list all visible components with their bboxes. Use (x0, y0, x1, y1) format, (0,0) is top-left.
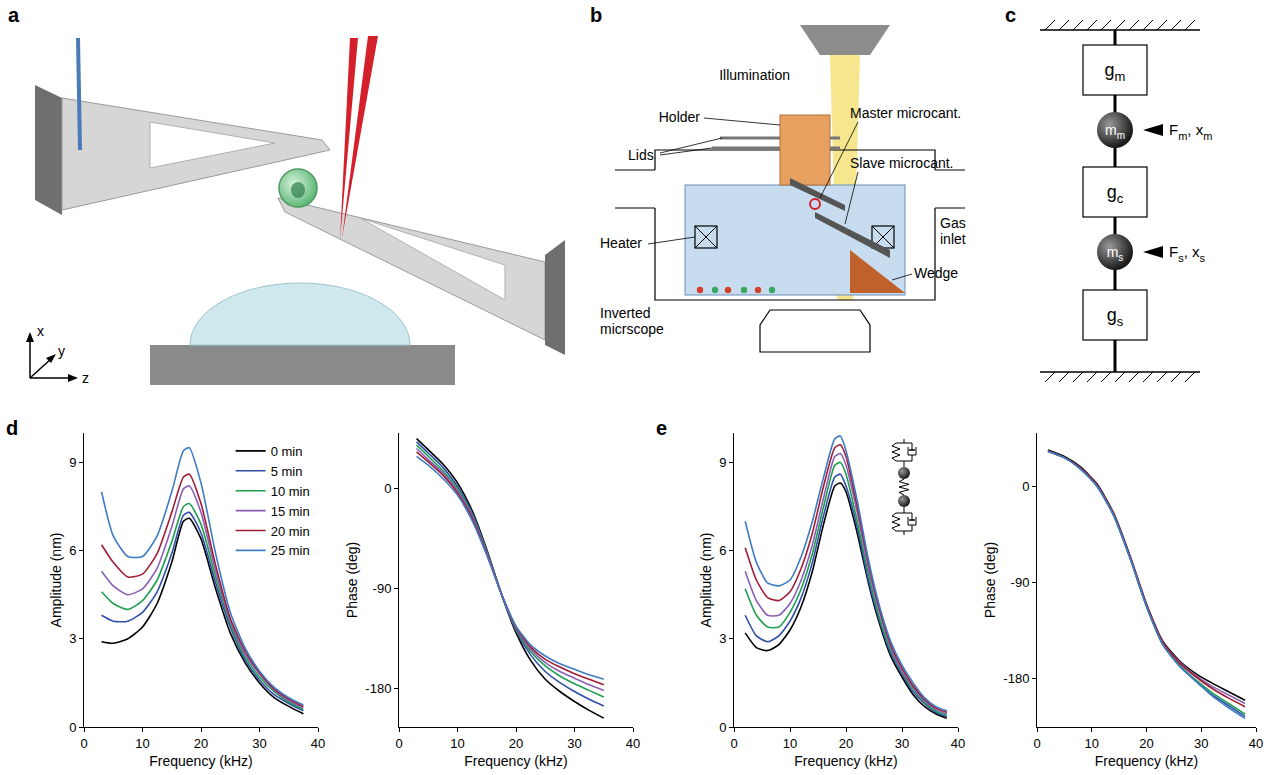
svg-text:20: 20 (839, 736, 853, 751)
svg-text:30: 30 (1194, 736, 1208, 751)
svg-text:z: z (82, 370, 89, 386)
svg-text:0: 0 (80, 736, 87, 751)
svg-text:0: 0 (395, 736, 402, 751)
svg-text:Phase (deg): Phase (deg) (344, 542, 360, 618)
svg-text:15 min: 15 min (271, 504, 310, 519)
svg-text:10: 10 (1085, 736, 1099, 751)
svg-text:gs: gs (1107, 305, 1124, 329)
svg-text:10: 10 (783, 736, 797, 751)
svg-text:30: 30 (567, 736, 581, 751)
svg-text:-90: -90 (373, 581, 392, 596)
svg-text:Fs, xs: Fs, xs (1169, 243, 1206, 264)
svg-text:0: 0 (730, 736, 737, 751)
svg-text:-180: -180 (365, 681, 391, 696)
svg-text:micrscope: micrscope (600, 321, 664, 337)
svg-text:20: 20 (1139, 736, 1153, 751)
svg-text:0: 0 (1033, 736, 1040, 751)
svg-text:0: 0 (384, 481, 391, 496)
svg-text:20: 20 (194, 736, 208, 751)
svg-text:25 min: 25 min (271, 543, 310, 558)
svg-text:mm: mm (1105, 122, 1125, 141)
svg-text:Frequency (kHz): Frequency (kHz) (794, 753, 897, 769)
svg-text:40: 40 (1249, 736, 1263, 751)
svg-text:Holder: Holder (659, 109, 701, 125)
svg-text:Wedge: Wedge (914, 265, 958, 281)
svg-text:Illumination: Illumination (719, 67, 790, 83)
svg-text:-90: -90 (1011, 575, 1030, 590)
svg-text:6: 6 (69, 543, 76, 558)
svg-text:Frequency (kHz): Frequency (kHz) (464, 753, 567, 769)
svg-text:40: 40 (311, 736, 325, 751)
svg-text:40: 40 (951, 736, 965, 751)
svg-text:3: 3 (719, 631, 726, 646)
svg-text:gc: gc (1107, 182, 1124, 206)
svg-text:3: 3 (69, 631, 76, 646)
svg-text:10: 10 (450, 736, 464, 751)
svg-text:20 min: 20 min (271, 524, 310, 539)
svg-text:Fm, xm: Fm, xm (1169, 121, 1212, 142)
svg-text:gm: gm (1105, 60, 1126, 84)
svg-text:Heater: Heater (600, 235, 642, 251)
svg-text:10 min: 10 min (271, 484, 310, 499)
svg-text:c: c (1005, 4, 1016, 26)
svg-text:inlet: inlet (940, 231, 966, 247)
svg-text:y: y (58, 343, 65, 359)
svg-text:9: 9 (69, 455, 76, 470)
svg-text:40: 40 (626, 736, 640, 751)
svg-text:b: b (590, 4, 602, 26)
svg-text:30: 30 (895, 736, 909, 751)
svg-text:0: 0 (69, 720, 76, 735)
svg-text:20: 20 (509, 736, 523, 751)
svg-text:Phase (deg): Phase (deg) (982, 542, 998, 618)
svg-text:0: 0 (719, 720, 726, 735)
svg-text:-180: -180 (1003, 671, 1029, 686)
svg-text:Slave microcant.: Slave microcant. (850, 155, 953, 171)
svg-text:30: 30 (252, 736, 266, 751)
svg-text:Frequency (kHz): Frequency (kHz) (149, 753, 252, 769)
svg-text:Amplitude (nm): Amplitude (nm) (698, 533, 714, 628)
svg-text:Amplitude (nm): Amplitude (nm) (48, 533, 64, 628)
svg-text:x: x (37, 323, 44, 339)
svg-text:0 min: 0 min (271, 444, 303, 459)
svg-text:a: a (8, 4, 20, 26)
svg-text:Master microcant.: Master microcant. (850, 105, 961, 121)
svg-text:Frequency (kHz): Frequency (kHz) (1095, 753, 1198, 769)
svg-text:Gas: Gas (940, 215, 966, 231)
svg-text:Inverted: Inverted (600, 305, 651, 321)
svg-text:ms: ms (1107, 244, 1124, 263)
svg-text:10: 10 (135, 736, 149, 751)
svg-text:9: 9 (719, 455, 726, 470)
svg-text:6: 6 (719, 543, 726, 558)
html-text:d: d (6, 417, 19, 439)
svg-text:0: 0 (1022, 479, 1029, 494)
svg-text:5 min: 5 min (271, 464, 303, 479)
svg-text:Lids: Lids (628, 147, 654, 163)
html-text:e: e (656, 417, 668, 439)
